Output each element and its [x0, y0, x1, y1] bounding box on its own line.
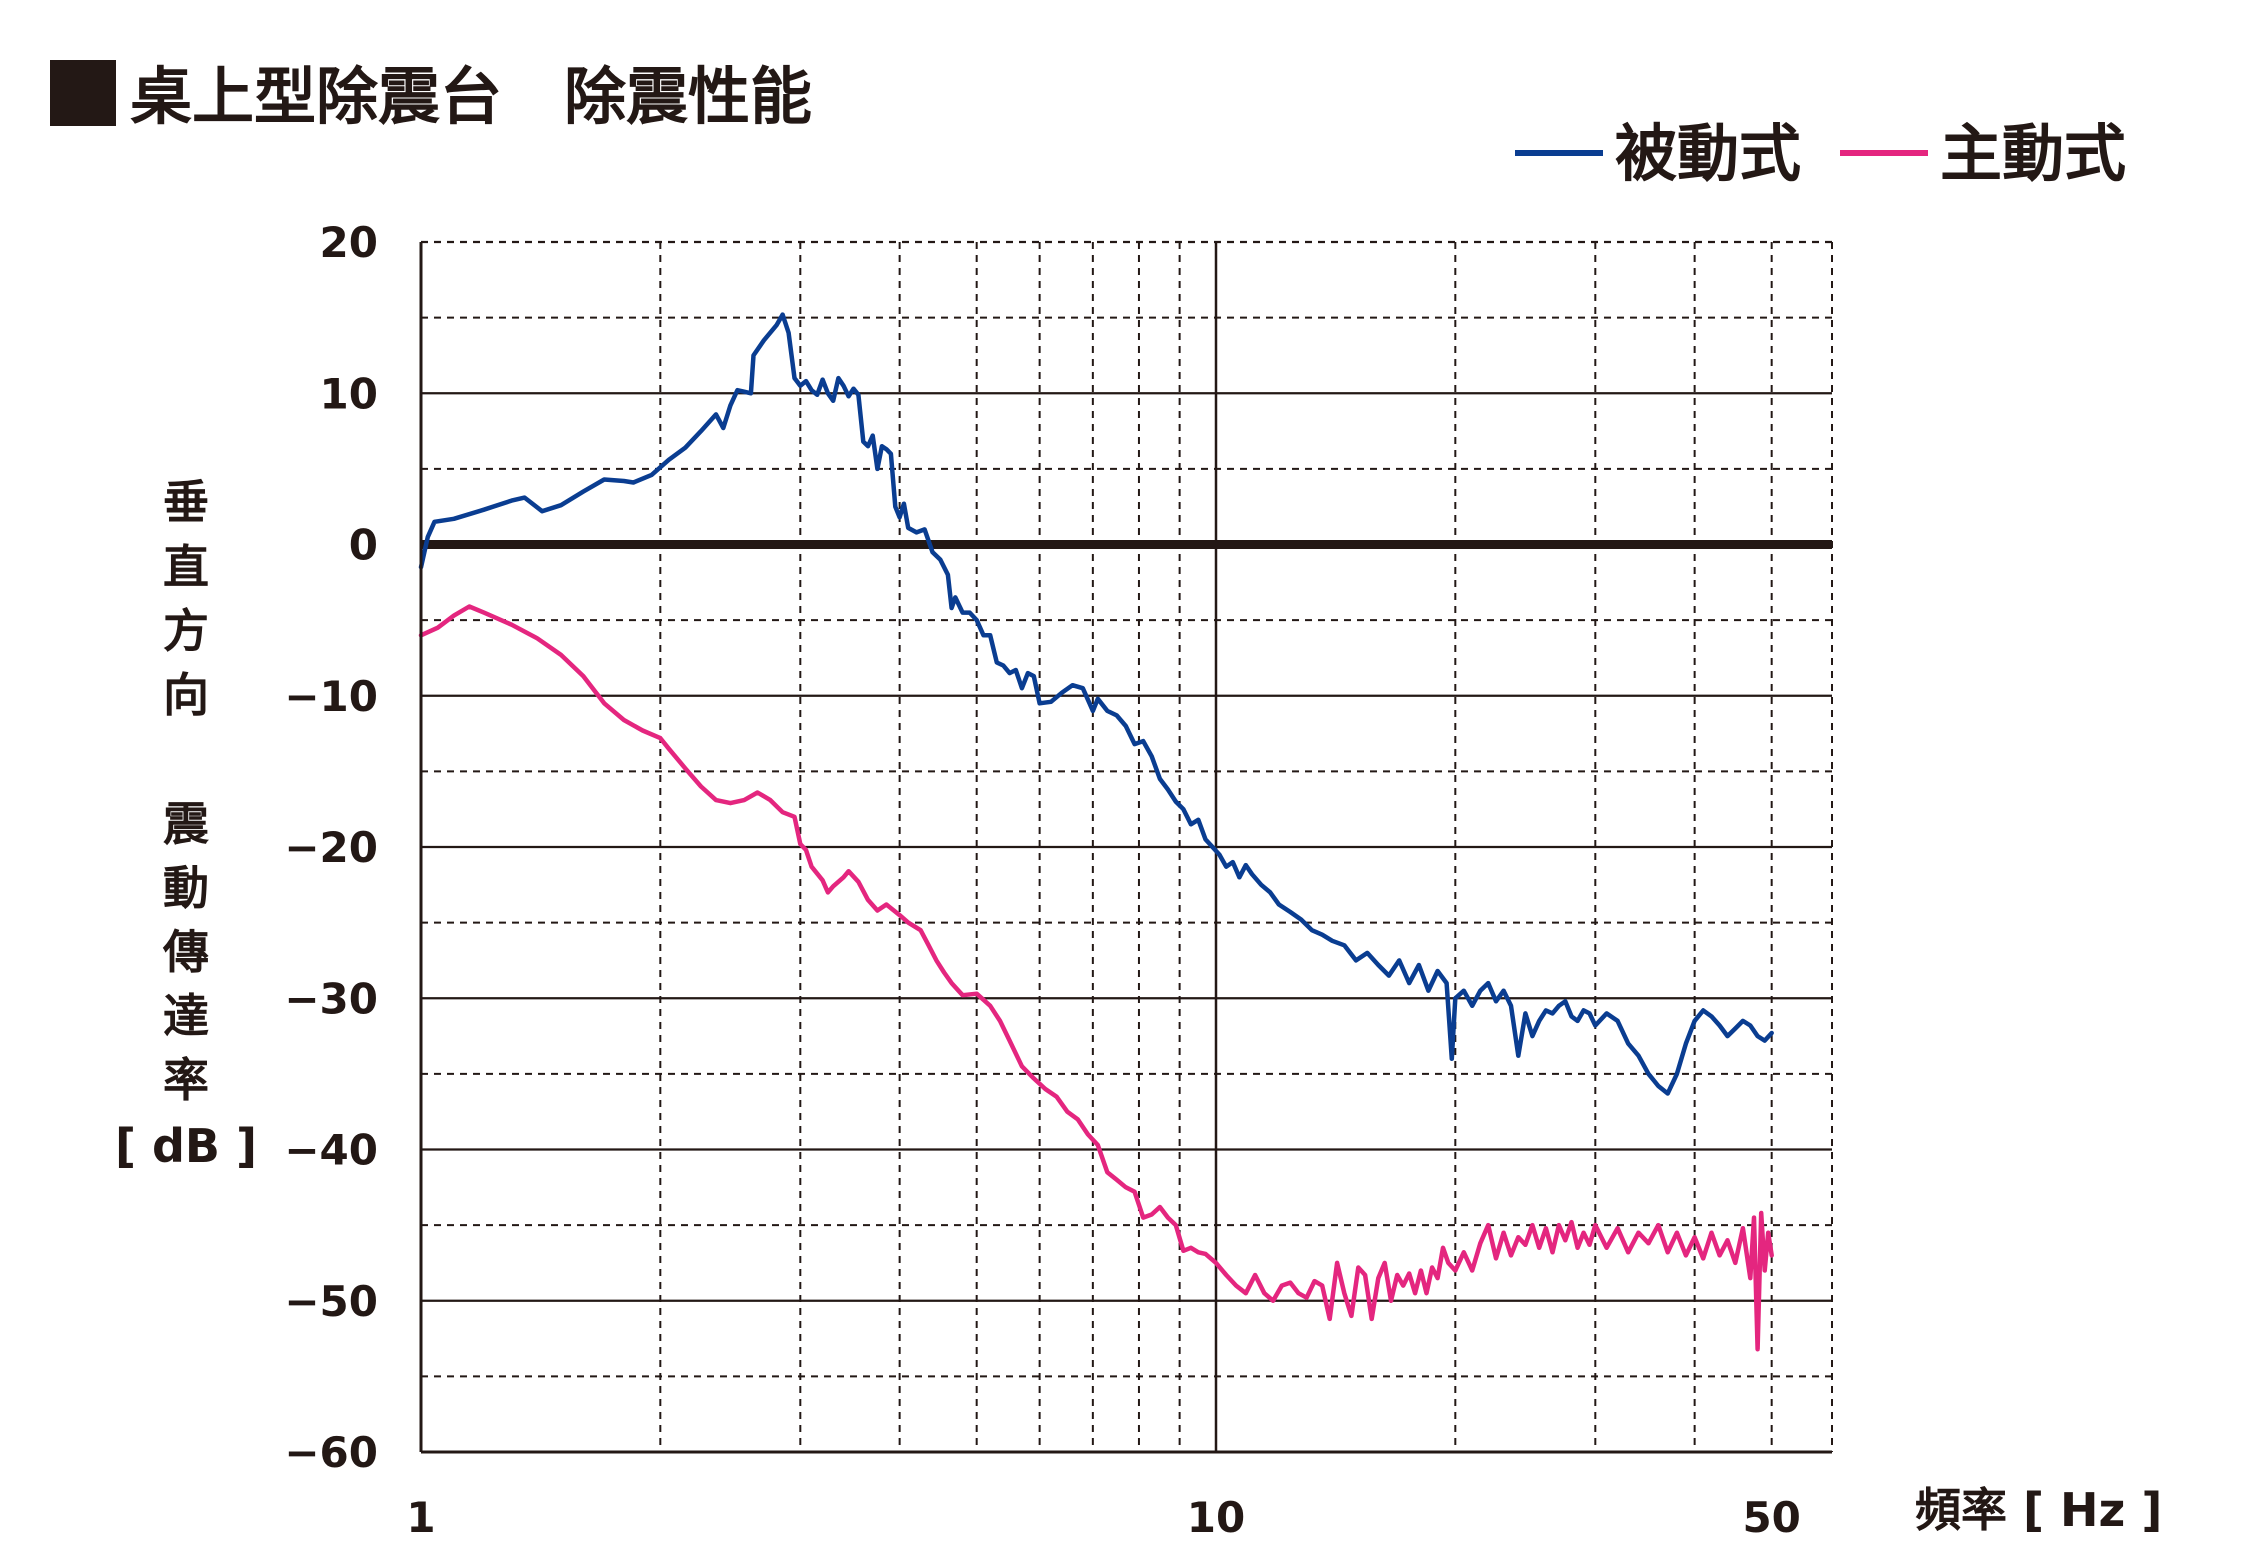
- x-tick-label: 1: [406, 1493, 435, 1542]
- y-tick-label: 20: [320, 218, 378, 267]
- legend: 被動式 主動式: [1515, 117, 2126, 190]
- y-axis-label-char: 率: [163, 1053, 209, 1107]
- legend-label: 被動式: [1615, 117, 1801, 190]
- x-axis-label: 頻率 [ Hz ]: [1915, 1483, 2162, 1537]
- y-axis-ticks: 20 10 0 −10 −20 −30 −40 −50 −60: [284, 218, 378, 1477]
- x-tick-label: 50: [1742, 1493, 1800, 1542]
- series-line-passive: [418, 312, 1774, 1096]
- y-axis-label-char: 震: [163, 797, 209, 851]
- y-tick-label: −20: [284, 823, 378, 872]
- y-tick-label: 10: [320, 369, 378, 418]
- y-axis-label-char: 方: [163, 604, 209, 658]
- grid: [421, 240, 1833, 1454]
- y-axis-label-char: 達: [163, 989, 209, 1043]
- y-axis-label-char: 垂: [163, 475, 209, 529]
- series-lines: [418, 312, 1774, 1352]
- y-tick-label: −30: [284, 974, 378, 1023]
- y-tick-label: −50: [284, 1277, 378, 1326]
- series-line-active: [418, 604, 1774, 1352]
- y-tick-label: 0: [349, 521, 378, 570]
- y-axis-label-char: 直: [163, 540, 209, 594]
- y-axis-label-char: 傳: [162, 925, 209, 979]
- y-tick-label: −60: [284, 1428, 378, 1477]
- x-axis-ticks: 1 10 50: [406, 1493, 1801, 1542]
- x-tick-label: 10: [1187, 1493, 1245, 1542]
- y-axis-label-char: 向: [163, 668, 209, 722]
- y-axis-label-char: 動: [163, 861, 209, 915]
- title-square-marker: [50, 60, 116, 126]
- legend-label: 主動式: [1940, 117, 2126, 190]
- y-tick-label: −10: [284, 672, 378, 721]
- plot-frame: [419, 242, 1832, 1454]
- y-tick-label: −40: [284, 1126, 378, 1175]
- y-axis-label-char: [ dB ]: [115, 1119, 257, 1173]
- chart-title: 桌上型除震台 除震性能: [130, 60, 812, 133]
